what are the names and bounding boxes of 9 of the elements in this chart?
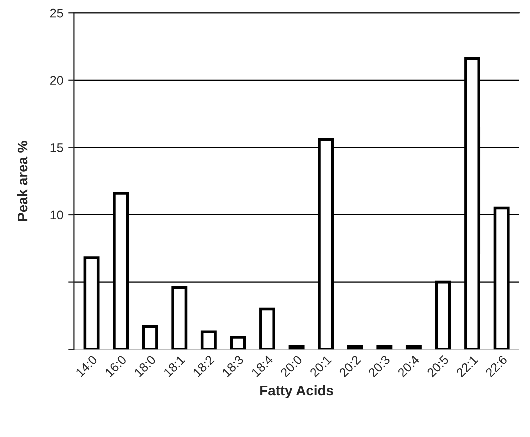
x-tick-label: 18:1 — [163, 355, 186, 378]
y-axis-title: Peak area % — [17, 141, 28, 221]
y-tick-label: 20 — [50, 76, 64, 86]
x-axis-title: Fatty Acids — [260, 385, 334, 398]
y-tick-label: 25 — [50, 8, 64, 18]
y-tick-label: 15 — [50, 144, 64, 152]
y-tick-label: 10 — [50, 210, 64, 220]
x-tick-label: 20:1 — [310, 355, 332, 378]
x-tick-label: 22:1 — [456, 355, 479, 378]
